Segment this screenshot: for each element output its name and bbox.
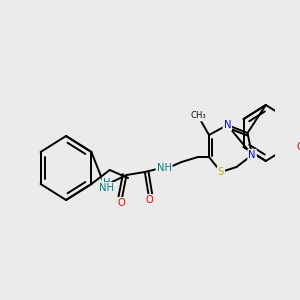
Text: O: O (296, 142, 300, 152)
Text: CH₃: CH₃ (190, 112, 206, 121)
Text: O: O (117, 198, 125, 208)
Text: S: S (218, 167, 224, 177)
Text: NH: NH (157, 163, 172, 173)
Text: N: N (98, 186, 106, 196)
Text: N: N (224, 120, 231, 130)
Text: N: N (248, 150, 256, 160)
Text: H: H (103, 178, 110, 188)
Text: O: O (146, 195, 153, 205)
Text: NH: NH (99, 183, 114, 193)
